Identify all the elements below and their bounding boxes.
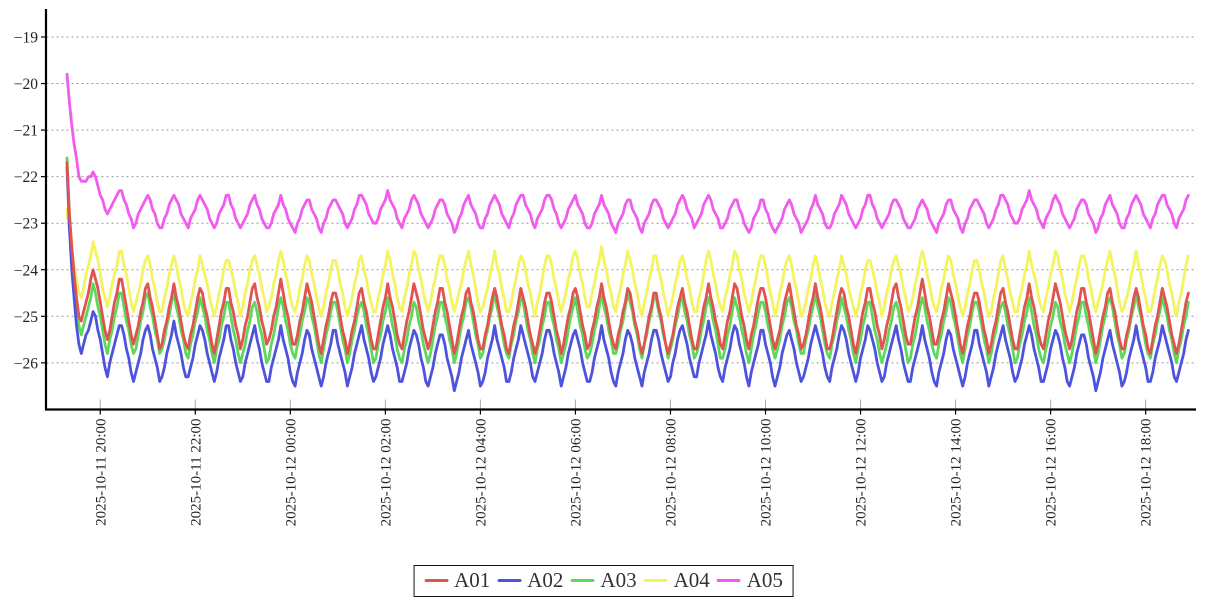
x-tick-label: 2025-10-12 10:00	[759, 419, 775, 527]
x-tick-label: 2025-10-12 14:00	[949, 419, 965, 527]
legend-swatch-A02	[497, 578, 522, 583]
legend-swatch-A01	[424, 578, 449, 583]
series-line-A01	[65, 161, 1190, 355]
y-tick-label: −21	[14, 123, 38, 140]
legend-item-A03: A03	[570, 568, 637, 593]
legend-label: A05	[746, 568, 783, 592]
series-line-A04	[65, 207, 1190, 318]
x-tick-label: 2025-10-12 06:00	[568, 419, 584, 527]
legend-item-A02: A02	[497, 568, 563, 593]
legend-item-A01: A01	[424, 568, 490, 593]
y-tick-label: −26	[14, 355, 38, 372]
legend-item-A04: A04	[643, 568, 710, 593]
x-tick-label: 2025-10-11 22:00	[188, 419, 204, 526]
legend-item-A05: A05	[716, 568, 783, 593]
x-tick-label: 2025-10-12 12:00	[854, 419, 870, 527]
y-axis-labels: −19 −20 −21 −22 −23 −24 −25 −26	[14, 30, 47, 372]
y-tick-label: −25	[14, 309, 38, 326]
x-tick-label: 2025-10-12 02:00	[378, 419, 394, 527]
x-tick-label: 2025-10-12 16:00	[1044, 419, 1060, 527]
series-lines	[65, 72, 1190, 393]
axes	[44, 9, 1196, 411]
y-tick-label: −22	[14, 169, 38, 186]
x-tick-label: 2025-10-12 00:00	[283, 419, 299, 527]
x-axis-labels: 2025-10-11 20:00 2025-10-11 22:00 2025-10-…	[93, 399, 1155, 527]
x-tick-label: 2025-10-12 08:00	[663, 419, 679, 527]
y-tick-label: −23	[14, 216, 38, 233]
x-tick-label: 2025-10-11 20:00	[93, 419, 109, 526]
legend-label: A01	[454, 568, 491, 592]
legend-label: A04	[673, 568, 710, 592]
legend-swatch-A05	[716, 578, 741, 583]
legend-label: A02	[527, 568, 564, 592]
series-line-A02	[65, 165, 1190, 393]
legend: A01 A02 A03 A04 A05	[413, 565, 794, 597]
legend-swatch-A03	[570, 578, 595, 583]
legend-label: A03	[600, 568, 637, 592]
x-tick-label: 2025-10-12 04:00	[473, 419, 489, 527]
y-tick-label: −19	[14, 30, 38, 47]
series-line-A05	[65, 72, 1190, 234]
y-tick-label: −20	[14, 76, 38, 93]
y-tick-label: −24	[14, 262, 38, 279]
x-tick-label: 2025-10-12 18:00	[1139, 419, 1155, 527]
legend-swatch-A04	[643, 578, 668, 583]
